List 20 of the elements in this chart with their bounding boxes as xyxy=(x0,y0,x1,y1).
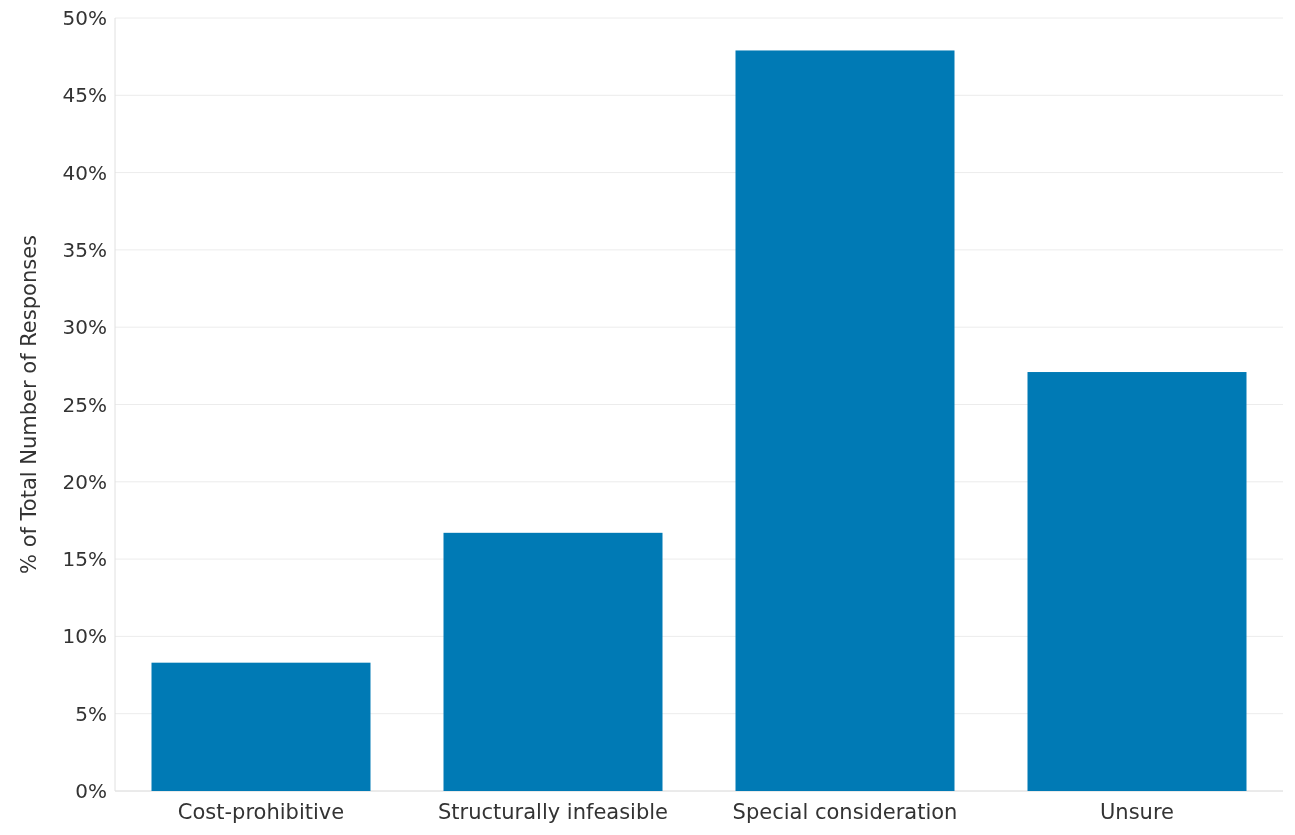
bar xyxy=(151,662,371,791)
y-tick-label: 0% xyxy=(75,779,107,803)
y-tick-label: 30% xyxy=(62,315,107,340)
y-tick-label: 20% xyxy=(62,469,107,494)
y-tick-label: 35% xyxy=(62,237,107,262)
y-tick-label: 45% xyxy=(62,83,107,108)
bar xyxy=(1027,372,1247,791)
y-tick-label: 15% xyxy=(62,547,107,572)
y-axis-title: % of Total Number of Responses xyxy=(17,234,41,575)
x-tick-label: Cost-prohibitive xyxy=(177,800,345,824)
bar xyxy=(735,50,955,791)
y-tick-label: 40% xyxy=(62,160,107,185)
y-tick-label: 25% xyxy=(62,392,107,417)
x-tick-label: Unsure xyxy=(1099,800,1175,824)
bar xyxy=(443,532,663,791)
y-tick-label: 50% xyxy=(62,6,107,30)
x-tick-label: Structurally infeasible xyxy=(437,800,669,824)
y-tick-label: 5% xyxy=(75,701,107,726)
x-tick-label: Special consideration xyxy=(732,800,958,824)
y-tick-label: 10% xyxy=(62,624,107,649)
